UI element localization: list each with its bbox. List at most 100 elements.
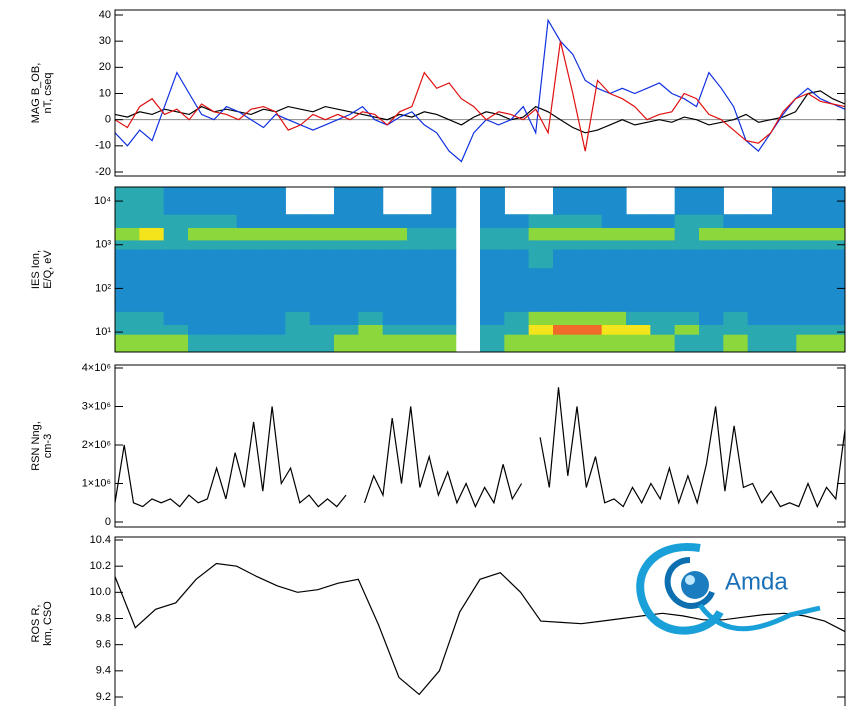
heatmap-cell (115, 311, 140, 325)
heatmap-cell (139, 334, 165, 352)
y-axis-label: km, CSO (42, 601, 54, 646)
heatmap-cell (285, 248, 311, 269)
heatmap-cell (626, 288, 651, 312)
heatmap-cell (236, 248, 262, 269)
heatmap-cell (139, 324, 165, 335)
heatmap-cell (796, 214, 822, 228)
heatmap-cell (407, 227, 432, 241)
heatmap-cell (626, 227, 651, 241)
heatmap-cell (334, 239, 359, 250)
heatmap-cell (626, 214, 651, 228)
heatmap-cell (577, 187, 603, 215)
heatmap-cell (431, 187, 457, 215)
heatmap-cell (431, 288, 457, 312)
heatmap-cell (699, 248, 724, 269)
heatmap-cell (674, 334, 700, 352)
y-tick-label: 0 (105, 114, 111, 126)
heatmap-cell (334, 334, 359, 352)
heatmap-cell (674, 187, 700, 215)
heatmap-cell (650, 248, 676, 269)
y-axis-label: RSN Nng, (30, 421, 42, 471)
heatmap-cell (236, 324, 262, 335)
heatmap-cell (480, 214, 505, 228)
heatmap-cell (699, 239, 724, 250)
heatmap-cell (188, 288, 213, 312)
heatmap-cell (334, 227, 359, 241)
y-tick-label: 10.4 (90, 534, 111, 546)
heatmap-cell (358, 248, 384, 269)
heatmap-cell (674, 239, 700, 250)
heatmap-cell (309, 288, 335, 312)
y-tick-label: 3×10⁶ (82, 400, 111, 412)
heatmap-cell (674, 288, 700, 312)
heatmap-cell (334, 288, 359, 312)
heatmap-cell (358, 214, 384, 228)
heatmap-cell (188, 214, 213, 228)
heatmap-cell (820, 267, 845, 290)
logo-tail (697, 603, 821, 632)
heatmap-cell (163, 239, 189, 250)
heatmap-cell (309, 334, 335, 352)
heatmap-cell (650, 239, 676, 250)
heatmap-cell (285, 227, 311, 241)
heatmap-cell (163, 267, 189, 290)
heatmap-cell (626, 334, 651, 352)
heatmap-cell (723, 324, 749, 335)
plot-area (115, 387, 845, 509)
heatmap-cell (285, 214, 311, 228)
heatmap-cell (820, 288, 845, 312)
heatmap-cell (699, 227, 724, 241)
heatmap-cell (650, 311, 676, 325)
y-tick-label: 0 (105, 516, 111, 528)
heatmap-cell (772, 248, 797, 269)
heatmap-cell (382, 227, 408, 241)
heatmap-cell (334, 311, 359, 325)
y-tick-label: 9.2 (96, 691, 111, 703)
heatmap-cell (236, 288, 262, 312)
heatmap-cell (285, 288, 311, 312)
heatmap-cell (528, 324, 554, 335)
heatmap-cell (772, 239, 797, 250)
heatmap-cell (139, 227, 165, 241)
heatmap-cell (358, 324, 384, 335)
y-tick-label: 10³ (95, 239, 111, 251)
heatmap-cell (139, 239, 165, 250)
heatmap-cell (382, 248, 408, 269)
heatmap-cell (480, 239, 505, 250)
heatmap-cell (115, 288, 140, 312)
heatmap-cell (212, 239, 238, 250)
heatmap-cell (699, 324, 724, 335)
heatmap-cell (699, 214, 724, 228)
heatmap-cell (334, 324, 359, 335)
heatmap-cell (261, 267, 286, 290)
heatmap-cell (358, 288, 384, 312)
heatmap-cell (699, 267, 724, 290)
heatmap-cell (261, 288, 286, 312)
data-line (115, 18, 845, 163)
heatmap-cell (601, 227, 627, 241)
heatmap-cell (309, 267, 335, 290)
y-tick-label: 1×10⁶ (82, 477, 111, 489)
heatmap-cell (382, 214, 408, 228)
y-tick-label: 10.2 (90, 560, 111, 572)
heatmap-cell (480, 227, 505, 241)
heatmap-cell (674, 227, 700, 241)
heatmap-cell (528, 248, 554, 269)
y-tick-label: 4×10⁶ (82, 362, 111, 374)
heatmap-cell (431, 334, 457, 352)
heatmap-cell (261, 334, 286, 352)
heatmap-cell (650, 227, 676, 241)
heatmap-cell (796, 311, 822, 325)
heatmap-cell (504, 334, 530, 352)
heatmap-cell (528, 214, 554, 228)
y-tick-label: 10¹ (95, 326, 111, 338)
heatmap-cell (796, 324, 822, 335)
heatmap-cell (212, 214, 238, 228)
heatmap-cell (188, 311, 213, 325)
heatmap-cell (285, 267, 311, 290)
heatmap-cell (188, 248, 213, 269)
heatmap-cell (723, 267, 749, 290)
heatmap-cell (820, 311, 845, 325)
y-axis-label: MAG B_OB, (30, 63, 42, 124)
heatmap-cell (480, 248, 505, 269)
